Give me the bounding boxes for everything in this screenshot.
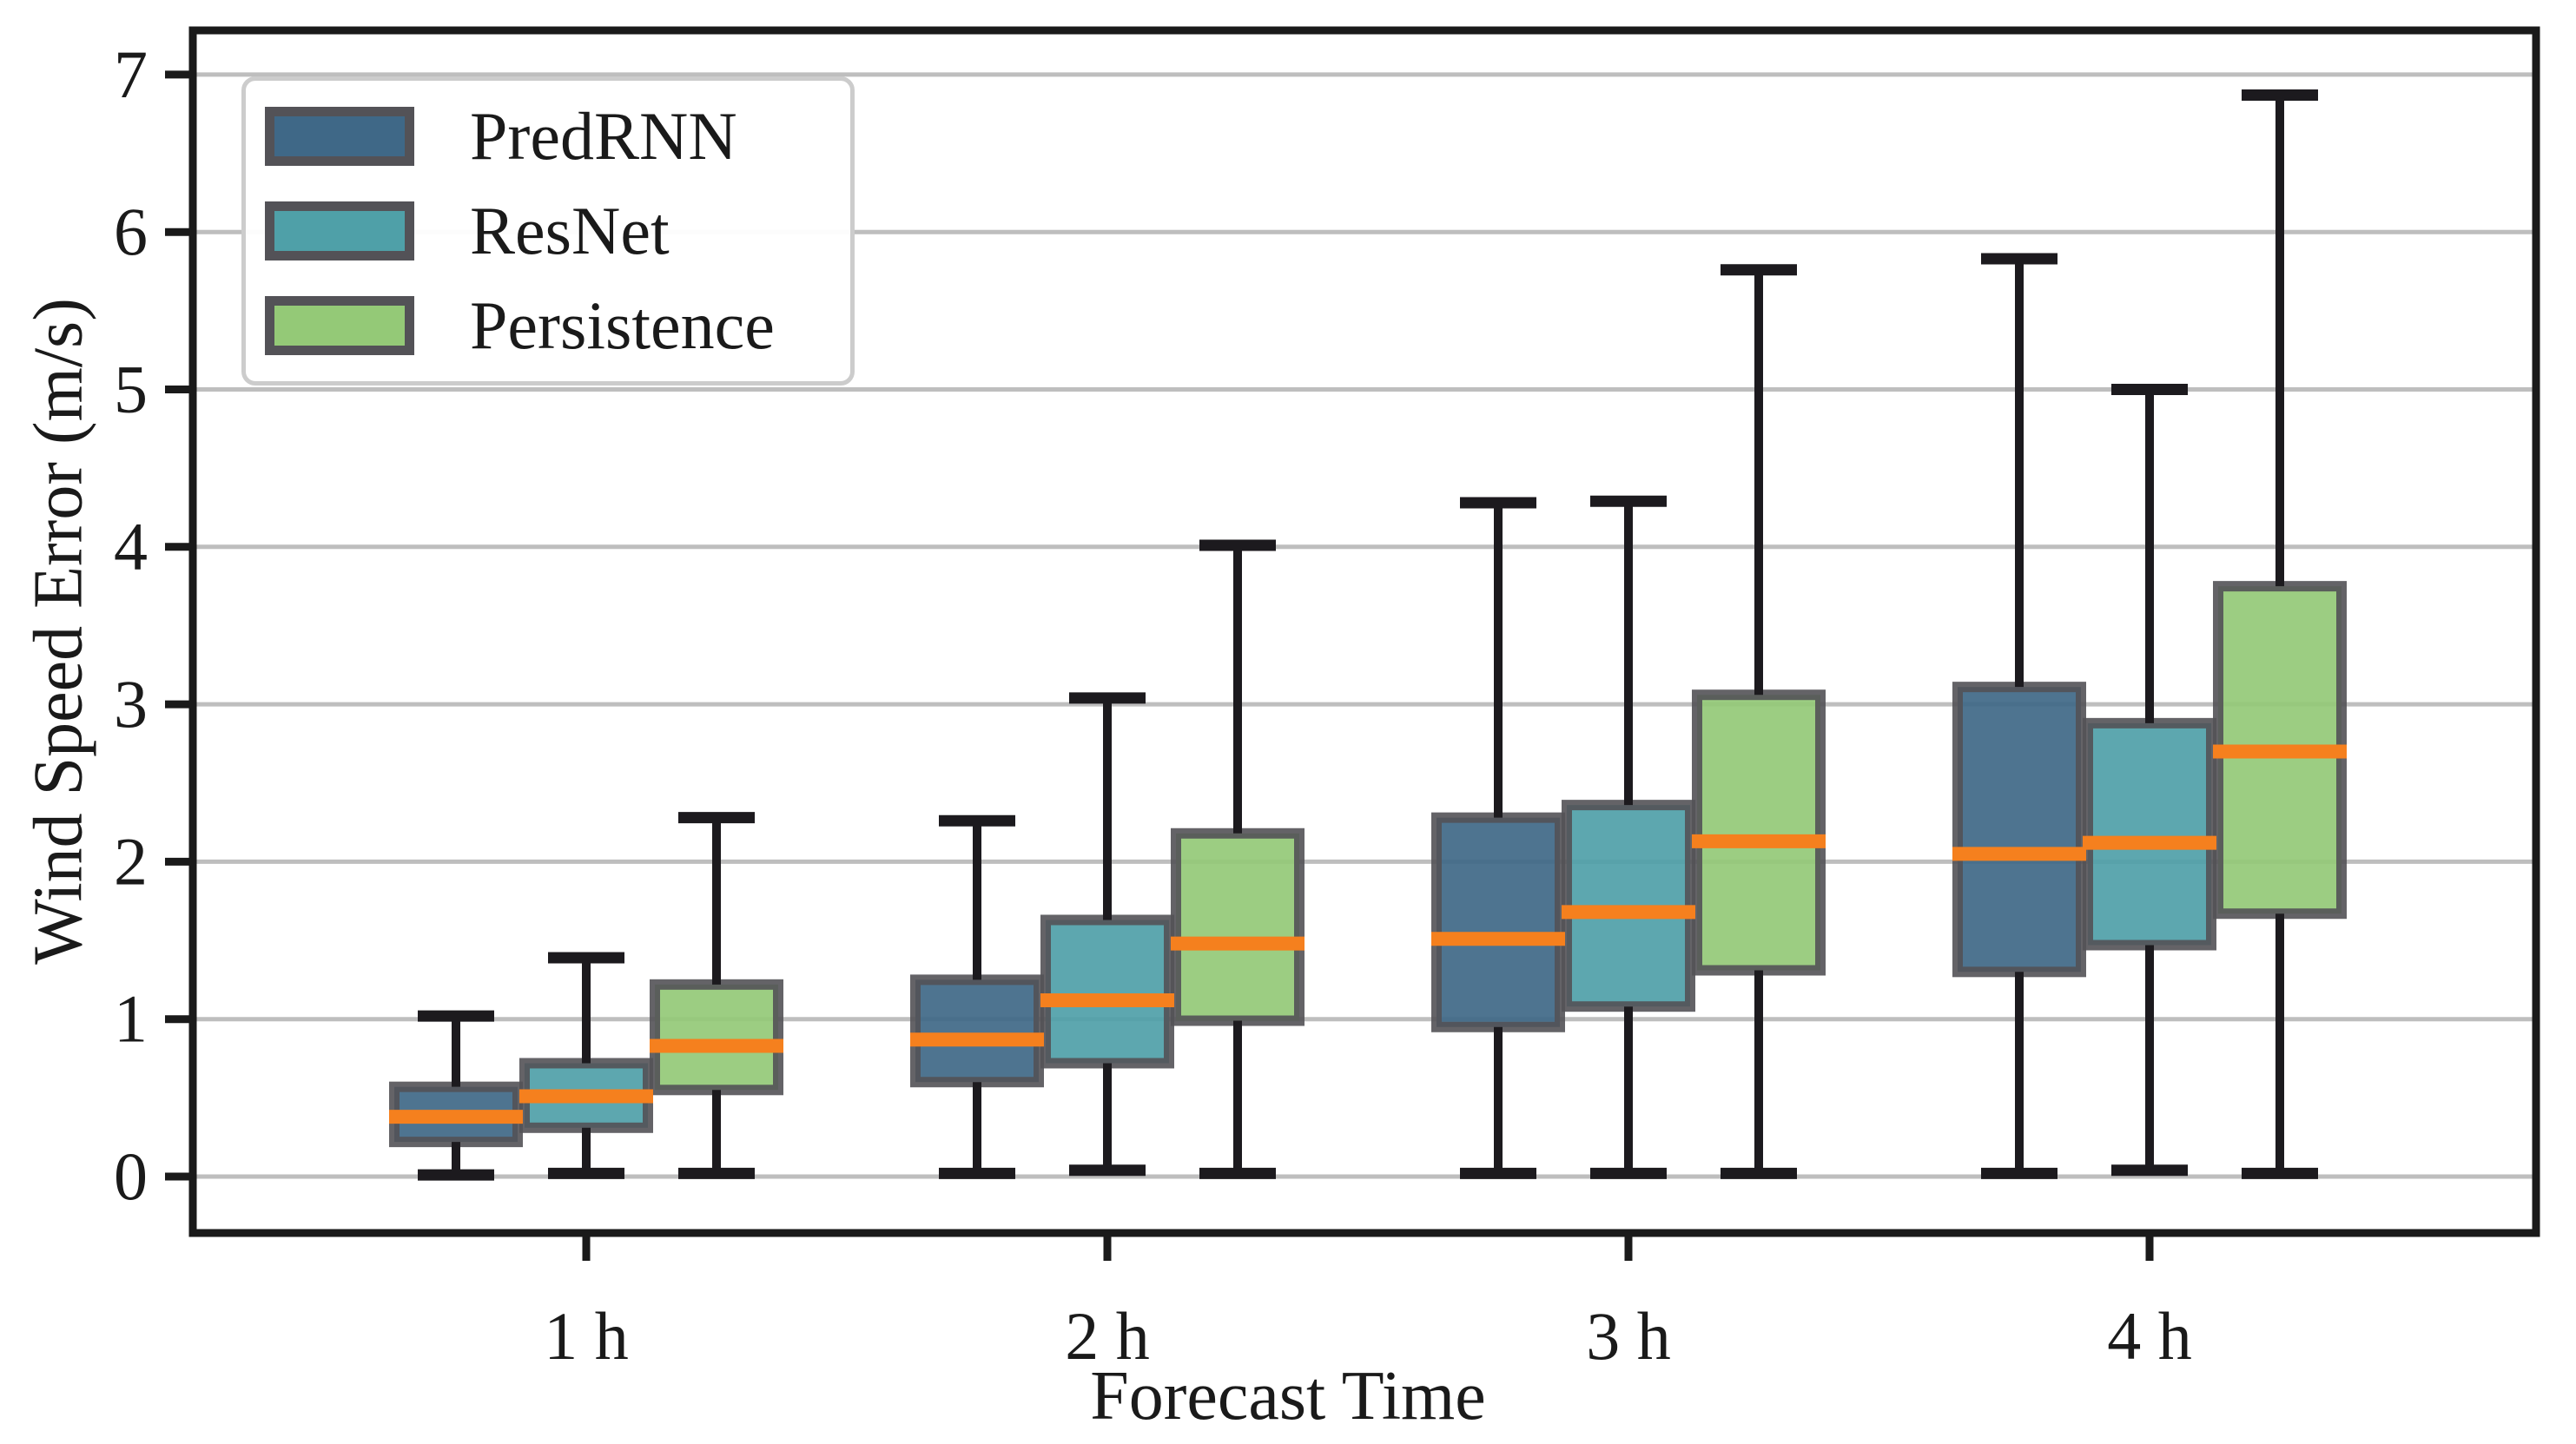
ytick-label-4: 4 <box>114 509 148 584</box>
persistence-swatch-icon <box>265 295 414 355</box>
y-axis-title-wrap: Wind Speed Error (m/s) <box>20 30 97 1233</box>
ytick-label-3: 3 <box>114 666 148 742</box>
box-ResNet-4h <box>2083 717 2216 951</box>
ytick-label-5: 5 <box>114 352 148 427</box>
ytick-label-2: 2 <box>114 823 148 899</box>
legend: PredRNN ResNet Persistence <box>241 76 855 386</box>
box-Persistence-2h <box>1171 827 1305 1026</box>
legend-label-predrnn: PredRNN <box>470 98 737 175</box>
y-axis-title: Wind Speed Error (m/s) <box>20 298 97 965</box>
box-PredRNN-3h <box>1431 812 1565 1032</box>
box-PredRNN-2h <box>910 974 1044 1088</box>
box-PredRNN-4h <box>1952 682 2086 978</box>
legend-label-resnet: ResNet <box>470 192 670 268</box>
axes-spines <box>188 26 2540 1237</box>
ytick-label-1: 1 <box>114 981 148 1057</box>
xtick-label-1: 1 h <box>544 1298 629 1374</box>
legend-row-persistence: Persistence <box>246 287 850 363</box>
xtick-label-4: 4 h <box>2107 1298 2192 1374</box>
legend-label-persistence: Persistence <box>470 287 775 363</box>
ytick-label-7: 7 <box>114 36 148 112</box>
box-Persistence-3h <box>1692 689 1826 976</box>
x-axis-title: Forecast Time <box>1090 1358 1486 1434</box>
ytick-label-6: 6 <box>114 194 148 269</box>
xtick-label-3: 3 h <box>1586 1298 1671 1374</box>
predrnn-swatch-icon <box>265 107 414 167</box>
box-ResNet-2h <box>1040 914 1174 1069</box>
ytick-label-0: 0 <box>114 1138 148 1214</box>
legend-row-predrnn: PredRNN <box>246 102 850 170</box>
box-Persistence-1h <box>650 979 783 1096</box>
resnet-swatch-icon <box>265 201 414 260</box>
legend-row-resnet: ResNet <box>246 192 850 268</box>
xtick-label-2: 2 h <box>1065 1298 1150 1374</box>
